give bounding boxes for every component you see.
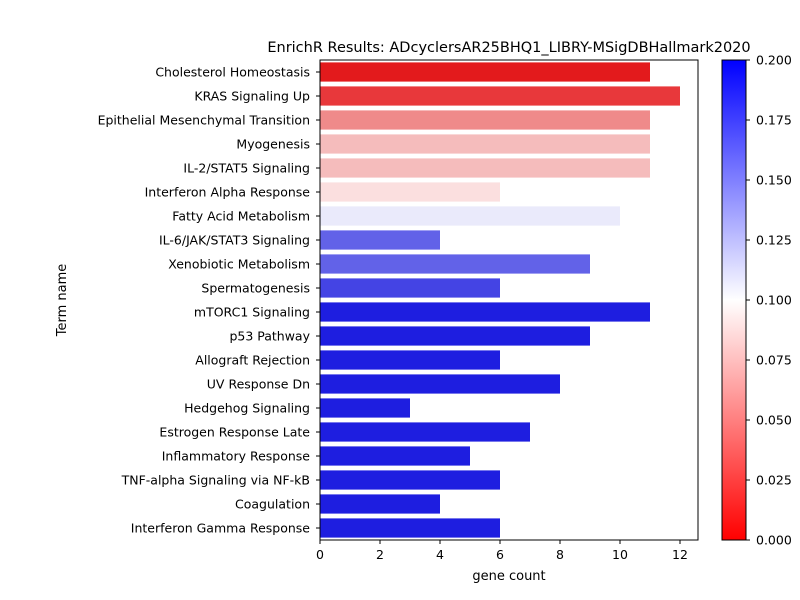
bar xyxy=(320,230,440,250)
x-tick-label: 6 xyxy=(496,547,504,562)
y-tick-label: Inflammatory Response xyxy=(162,449,311,464)
colorbar-ticks: 0.000 0.025 0.050 0.075 0.100 0.125 0.150 0.175… xyxy=(746,53,792,548)
bar xyxy=(320,302,650,322)
y-tick-label: IL-2/STAT5 Signaling xyxy=(183,161,310,176)
bar xyxy=(320,422,530,442)
colorbar-tick-label: 0.050 xyxy=(756,413,792,428)
y-tick-label: KRAS Signaling Up xyxy=(194,89,310,104)
bar xyxy=(320,518,500,538)
bar xyxy=(320,494,440,514)
bar xyxy=(320,350,500,370)
x-tick-label: 12 xyxy=(672,547,688,562)
bar xyxy=(320,110,650,130)
colorbar-tick-label: 0.150 xyxy=(756,173,792,188)
y-tick-label: IL-6/JAK/STAT3 Signaling xyxy=(159,233,310,248)
y-tick-label: Interferon Gamma Response xyxy=(131,521,311,536)
bar xyxy=(320,446,470,466)
colorbar-tick-label: 0.075 xyxy=(756,353,792,368)
y-tick-label: Estrogen Response Late xyxy=(159,425,310,440)
y-tick-label: Hedgehog Signaling xyxy=(184,401,310,416)
y-tick-label: Interferon Alpha Response xyxy=(145,185,311,200)
colorbar-tick-label: 0.000 xyxy=(756,533,792,548)
colorbar-tick-label: 0.100 xyxy=(756,293,792,308)
y-tick-label: UV Response Dn xyxy=(207,377,310,392)
x-axis-ticks: 0 2 4 6 8 10 12 xyxy=(316,540,688,562)
bar xyxy=(320,206,620,226)
y-tick-label: TNF-alpha Signaling via NF-kB xyxy=(121,473,310,488)
bar xyxy=(320,374,560,394)
colorbar-tick-label: 0.025 xyxy=(756,473,792,488)
x-axis-label: gene count xyxy=(472,569,545,584)
bar xyxy=(320,62,650,82)
x-tick-label: 8 xyxy=(556,547,564,562)
plot-frame xyxy=(319,59,699,541)
colorbar-tick-label: 0.175 xyxy=(756,113,792,128)
bar xyxy=(320,326,590,346)
y-tick-label: Coagulation xyxy=(235,497,310,512)
colorbar-tick-label: 0.125 xyxy=(756,233,792,248)
y-tick-label: mTORC1 Signaling xyxy=(194,305,310,320)
bar xyxy=(320,182,500,202)
x-tick-label: 10 xyxy=(612,547,628,562)
x-tick-label: 0 xyxy=(316,547,324,562)
bar xyxy=(320,158,650,178)
y-tick-label: Cholesterol Homeostasis xyxy=(155,65,310,80)
y-tick-label: Allograft Rejection xyxy=(195,353,310,368)
y-tick-label: p53 Pathway xyxy=(229,329,310,344)
colorbar-tick-label: 0.200 xyxy=(756,53,792,68)
y-tick-label: Fatty Acid Metabolism xyxy=(172,209,310,224)
x-tick-label: 4 xyxy=(436,547,444,562)
bars xyxy=(320,62,680,538)
bar xyxy=(320,398,410,418)
y-tick-labels: Cholesterol Homeostasis KRAS Signaling Up… xyxy=(98,65,320,536)
chart-title: EnrichR Results: ADcyclersAR25BHQ1_LIBRY… xyxy=(267,40,750,56)
bar xyxy=(320,254,590,274)
x-tick-label: 2 xyxy=(376,547,384,562)
colorbar xyxy=(721,59,747,541)
bar xyxy=(320,470,500,490)
bar xyxy=(320,278,500,298)
bar xyxy=(320,134,650,154)
y-tick-label: Myogenesis xyxy=(236,137,310,152)
y-tick-label: Xenobiotic Metabolism xyxy=(168,257,310,272)
bar xyxy=(320,86,680,106)
y-axis-label: Term name xyxy=(55,264,70,338)
y-tick-label: Epithelial Mesenchymal Transition xyxy=(98,113,310,128)
y-tick-label: Spermatogenesis xyxy=(201,281,310,296)
